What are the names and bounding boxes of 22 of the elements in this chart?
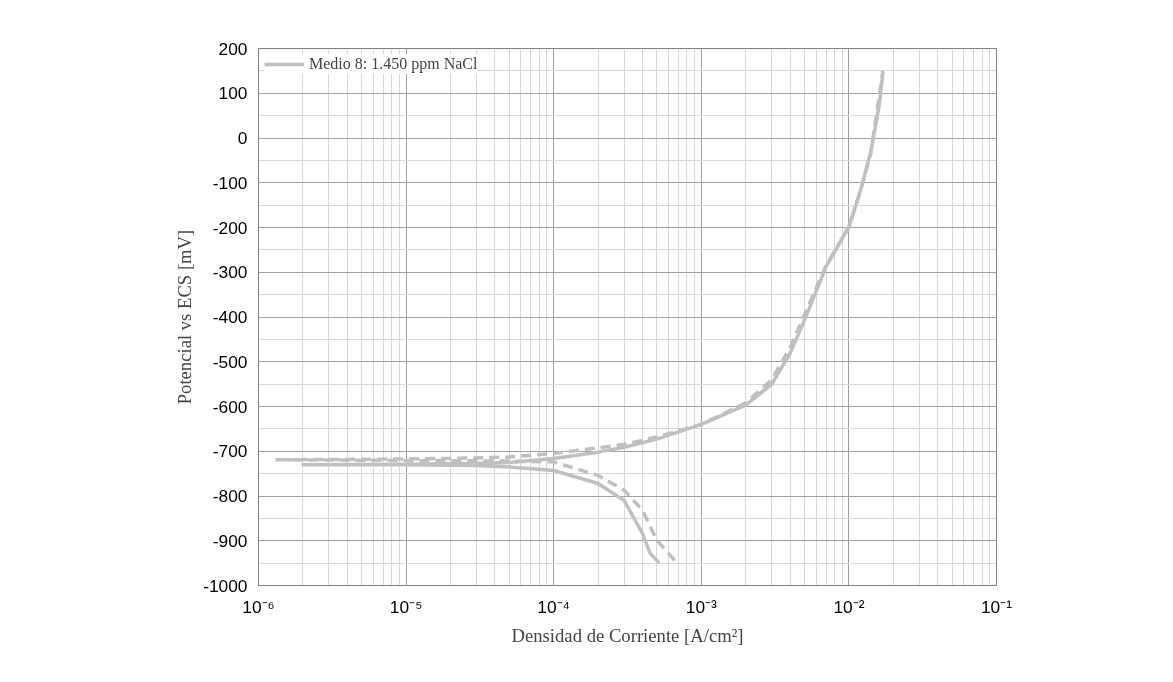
y-tick-label: 0 [237,128,248,148]
y-tick-label: -600 [212,396,248,417]
x-tick-label: 10⁻² [833,596,865,617]
y-tick-label: -1000 [203,575,248,596]
y-tick-label: -800 [212,486,248,506]
legend-label: Medio 8: 1.450 ppm NaCl [309,55,478,73]
y-tick-label: 100 [218,83,248,104]
y-axis-title: Potencial vs ECS [mV] [174,229,196,405]
x-tick-label: 10⁻¹ [980,596,1013,617]
y-tick-label: -900 [212,530,248,551]
x-tick-label: 10⁻⁶ [242,596,275,617]
x-tick-label: 10⁻³ [685,596,718,617]
y-tick-label: 200 [218,38,248,59]
y-tick-label: -700 [212,441,248,462]
y-tick-label: -200 [212,217,248,238]
y-tick-label: -500 [212,351,248,372]
y-tick-label: -400 [212,307,248,327]
y-tick-label: -100 [212,172,248,193]
x-tick-label: 10⁻⁴ [537,596,571,617]
y-tick-label: -300 [212,262,248,283]
x-axis-title: Densidad de Corriente [A/cm²] [511,624,744,646]
x-tick-label: 10⁻⁵ [389,596,423,617]
